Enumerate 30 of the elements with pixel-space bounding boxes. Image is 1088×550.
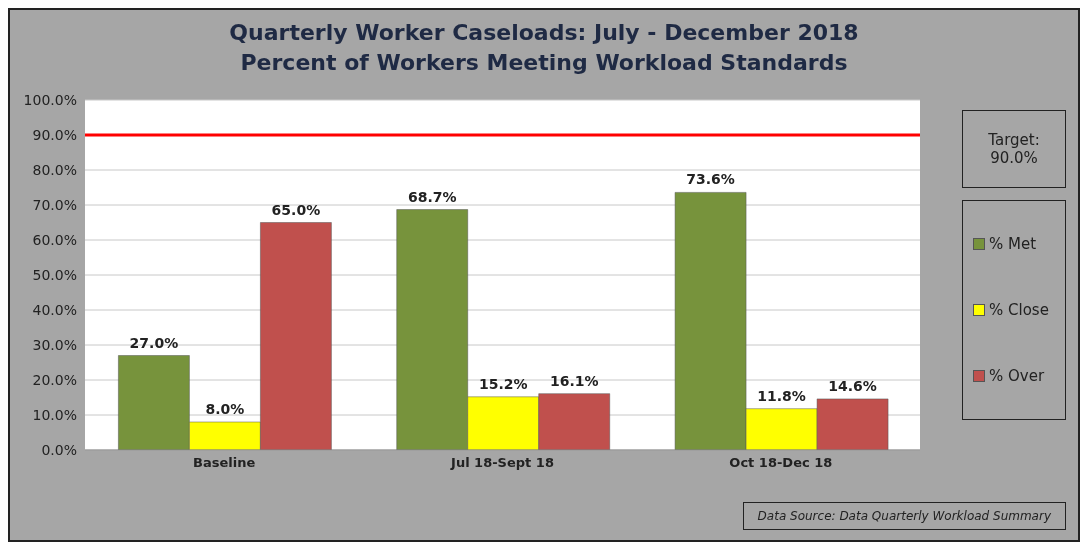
y-tick-label: 80.0% [32, 161, 77, 178]
legend-label: % Close [989, 301, 1049, 319]
x-tick-label: Jul 18-Sept 18 [450, 455, 554, 471]
data-label: 8.0% [205, 401, 245, 417]
y-tick-label: 20.0% [32, 371, 77, 388]
legend-label: % Over [989, 367, 1045, 385]
data-label: 11.8% [757, 387, 806, 404]
y-tick-label: 30.0% [32, 336, 77, 353]
data-label: 15.2% [478, 375, 528, 392]
text: Target: 90.0% [962, 110, 1066, 188]
y-tick-label: 40.0% [32, 301, 77, 318]
y-tick-label: 70.0% [32, 196, 77, 213]
y-tick-label: 100.0% [23, 91, 77, 108]
source-note: Data Source: Data Quarterly Workload Summary [742, 502, 1066, 530]
data-label: 73.6% [686, 171, 735, 188]
data-label: 65.0% [271, 201, 321, 218]
y-tick-label: 10.0% [32, 406, 77, 423]
chart-subtitle: Percent of Workers Meeting Workload Standards [239, 49, 849, 77]
y-tick-label: 0.0% [41, 441, 77, 458]
data-label: 16.1% [549, 372, 599, 389]
data-label: 27.0% [129, 334, 179, 351]
legend-label: % Met [989, 235, 1037, 253]
x-tick-label: Oct 18-Dec 18 [729, 455, 833, 471]
y-tick-label: 50.0% [32, 266, 77, 283]
y-tick-label: 60.0% [32, 231, 77, 248]
data-label: 68.7% [407, 188, 457, 205]
chart-title: Quarterly Worker Caseloads: July - December 2018 [228, 19, 860, 47]
y-tick-label: 90.0% [32, 126, 77, 143]
data-label: 14.6% [828, 377, 877, 394]
x-tick-label: Baseline [193, 455, 256, 471]
